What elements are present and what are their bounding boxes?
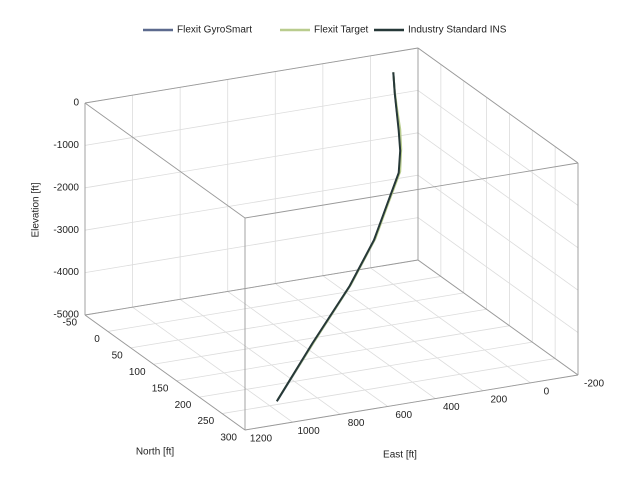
grid-line bbox=[84, 132, 419, 189]
series-line bbox=[277, 72, 403, 400]
y-tick-label: 0 bbox=[94, 334, 100, 345]
x-tick-label: 400 bbox=[443, 402, 460, 413]
grid-line bbox=[322, 275, 484, 392]
y-tick-label: 300 bbox=[220, 433, 237, 444]
box-edge bbox=[417, 47, 579, 164]
y-tick-label: 250 bbox=[197, 416, 214, 427]
legend-label: Flexit GyroSmart bbox=[177, 25, 252, 36]
grid-line bbox=[107, 276, 441, 332]
series-line bbox=[276, 72, 402, 401]
z-tick-label: -2000 bbox=[53, 182, 79, 193]
y-tick-label: 100 bbox=[129, 367, 146, 378]
legend-label: Industry Standard INS bbox=[408, 25, 507, 36]
box-edge bbox=[244, 162, 579, 219]
y-tick-label: 200 bbox=[175, 400, 192, 411]
x-tick-label: 0 bbox=[544, 386, 550, 397]
grid-line bbox=[417, 90, 579, 206]
x-tick-label: 800 bbox=[348, 418, 365, 429]
z-tick-label: -3000 bbox=[53, 225, 79, 236]
grid-line bbox=[199, 341, 533, 398]
box-edge bbox=[84, 259, 419, 316]
grid-line bbox=[84, 90, 419, 146]
grid-line bbox=[227, 291, 388, 407]
grid-line bbox=[179, 298, 341, 415]
y-tick-label: 150 bbox=[152, 383, 169, 394]
y-axis-label: North [ft] bbox=[136, 447, 175, 458]
y-tick-label: -50 bbox=[63, 318, 78, 329]
z-axis-label: Elevation [ft] bbox=[31, 182, 42, 237]
x-tick-label: 1000 bbox=[297, 426, 320, 437]
z-tick-label: -5000 bbox=[53, 310, 79, 321]
grid-line bbox=[84, 217, 419, 273]
x-tick-label: 200 bbox=[491, 394, 508, 405]
x-tick-label: -200 bbox=[584, 379, 604, 390]
x-tick-label: 1200 bbox=[250, 434, 273, 445]
grid-line bbox=[417, 132, 579, 249]
legend-label: Flexit Target bbox=[314, 25, 369, 36]
x-axis-label: East [ft] bbox=[383, 450, 417, 461]
grid-line bbox=[417, 217, 579, 333]
z-tick-label: 0 bbox=[73, 98, 79, 109]
z-tick-label: -1000 bbox=[53, 140, 79, 151]
grid-line bbox=[132, 306, 293, 423]
grid-line bbox=[130, 292, 464, 349]
grid-line bbox=[176, 325, 510, 382]
z-tick-label: -4000 bbox=[53, 267, 79, 278]
box-edge bbox=[417, 259, 579, 376]
box-edge bbox=[84, 47, 419, 104]
x-tick-label: 600 bbox=[395, 410, 412, 421]
series-line bbox=[275, 72, 402, 402]
grid-line bbox=[275, 283, 436, 399]
box-edge bbox=[244, 374, 579, 431]
box-edge bbox=[84, 102, 246, 219]
y-tick-label: 50 bbox=[112, 350, 124, 361]
box-edge bbox=[84, 314, 246, 431]
grid-line bbox=[222, 358, 556, 414]
grid-line bbox=[370, 267, 531, 384]
grid-line bbox=[84, 174, 419, 231]
grid-line bbox=[153, 308, 487, 365]
grid-line bbox=[417, 174, 579, 291]
